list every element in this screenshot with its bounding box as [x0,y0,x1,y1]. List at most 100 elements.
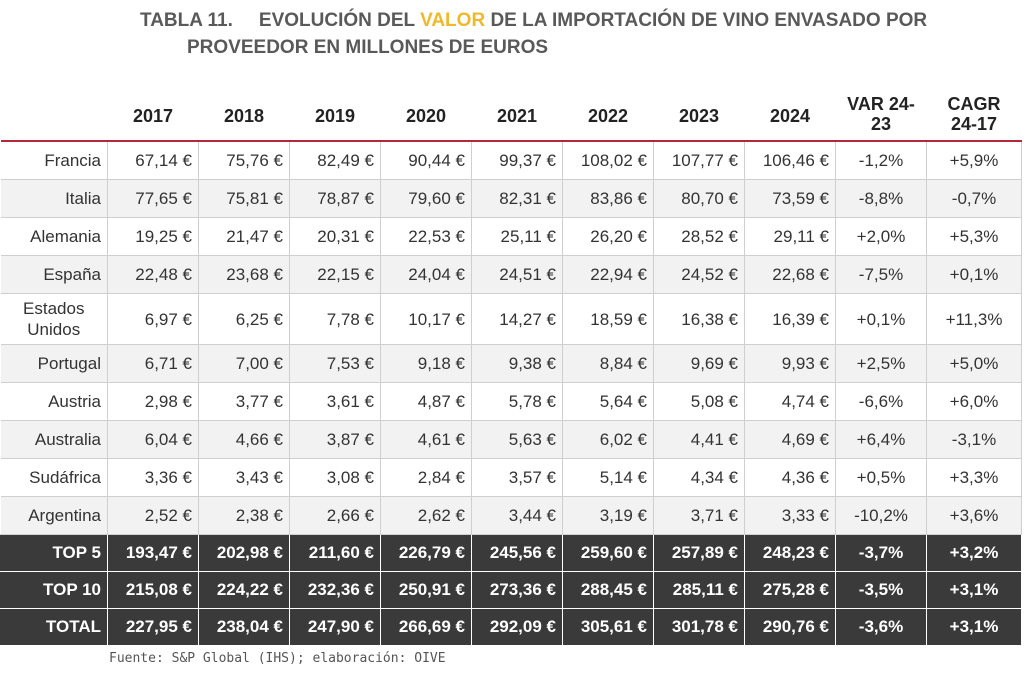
cagr-cell: +3,6% [926,496,1022,535]
table-row: Italia 77,65 €75,81 €78,87 €79,60 €82,31 … [0,179,1022,218]
total-row: TOTAL 227,95 €238,04 €247,90 €266,69 €292… [0,608,1022,646]
value-cell: 275,28 € [744,571,836,609]
header-cagr-line-1: CAGR [947,94,1001,114]
var-cell: -3,7% [835,534,927,572]
table-number-label: TABLA 11. [140,10,233,31]
row-label: Sudáfrica [0,458,108,497]
value-cell: 24,04 € [380,255,472,294]
value-cell: 248,23 € [744,534,836,572]
cagr-cell: +3,2% [926,534,1022,572]
title-text-after: DE LA IMPORTACIÓN DE VINO ENVASADO POR [485,10,928,31]
value-cell: 9,18 € [380,344,472,383]
value-cell: 7,78 € [289,293,381,345]
value-cell: 9,93 € [744,344,836,383]
value-cell: 82,31 € [471,179,563,218]
value-cell: 9,69 € [653,344,745,383]
value-cell: 80,70 € [653,179,745,218]
value-cell: 67,14 € [107,140,199,180]
header-cagr-line-2: 24-17 [950,114,998,134]
cagr-cell: +5,3% [926,217,1022,256]
value-cell: 25,11 € [471,217,563,256]
value-cell: 8,84 € [562,344,654,383]
value-cell: 77,65 € [107,179,199,218]
value-cell: 290,76 € [744,608,836,646]
header-var: VAR 24- 23 [835,70,927,142]
row-label: Alemania [0,217,108,256]
value-cell: 24,52 € [653,255,745,294]
value-cell: 99,37 € [471,140,563,180]
row-label: España [0,255,108,294]
value-cell: 83,86 € [562,179,654,218]
value-cell: 3,61 € [289,382,381,421]
header-empty [0,70,108,142]
value-cell: 24,51 € [471,255,563,294]
row-label: TOTAL [0,608,108,646]
value-cell: 7,00 € [198,344,290,383]
value-cell: 2,38 € [198,496,290,535]
value-cell: 4,69 € [744,420,836,459]
value-cell: 3,77 € [198,382,290,421]
value-cell: 6,97 € [107,293,199,345]
value-cell: 301,78 € [653,608,745,646]
value-cell: 292,09 € [471,608,563,646]
header-year: 2020 [380,70,472,142]
value-cell: 3,36 € [107,458,199,497]
value-cell: 21,47 € [198,217,290,256]
value-cell: 250,91 € [380,571,472,609]
value-cell: 78,87 € [289,179,381,218]
value-cell: 227,95 € [107,608,199,646]
value-cell: 224,22 € [198,571,290,609]
row-label: TOP 5 [0,534,108,572]
value-cell: 215,08 € [107,571,199,609]
value-cell: 232,36 € [289,571,381,609]
value-cell: 75,76 € [198,140,290,180]
value-cell: 107,77 € [653,140,745,180]
value-cell: 82,49 € [289,140,381,180]
value-cell: 90,44 € [380,140,472,180]
value-cell: 285,11 € [653,571,745,609]
value-cell: 3,57 € [471,458,563,497]
var-cell: +6,4% [835,420,927,459]
row-label: Portugal [0,344,108,383]
value-cell: 4,36 € [744,458,836,497]
row-label: Australia [0,420,108,459]
value-cell: 26,20 € [562,217,654,256]
header-year: 2017 [107,70,199,142]
cagr-cell: +3,1% [926,608,1022,646]
value-cell: 273,36 € [471,571,563,609]
var-cell: +2,5% [835,344,927,383]
value-cell: 259,60 € [562,534,654,572]
value-cell: 29,11 € [744,217,836,256]
value-cell: 22,94 € [562,255,654,294]
value-cell: 28,52 € [653,217,745,256]
value-cell: 4,87 € [380,382,472,421]
var-cell: -3,6% [835,608,927,646]
value-cell: 19,25 € [107,217,199,256]
value-cell: 238,04 € [198,608,290,646]
value-cell: 73,59 € [744,179,836,218]
table-body: Francia 67,14 €75,76 €82,49 €90,44 €99,37… [0,140,1022,646]
row-label: Francia [0,140,108,180]
header-var-line-1: VAR 24- [847,94,915,114]
value-cell: 3,33 € [744,496,836,535]
value-cell: 2,52 € [107,496,199,535]
header-row: 2017 2018 2019 2020 2021 2022 2023 2024 … [0,70,1022,142]
header-year: 2018 [198,70,290,142]
var-cell: -6,6% [835,382,927,421]
value-cell: 3,19 € [562,496,654,535]
value-cell: 3,87 € [289,420,381,459]
value-cell: 226,79 € [380,534,472,572]
table-row: Australia 6,04 €4,66 €3,87 €4,61 €5,63 €6… [0,420,1022,459]
value-cell: 108,02 € [562,140,654,180]
header-year: 2023 [653,70,745,142]
row-label: Estados Unidos [0,293,108,345]
cagr-cell: +0,1% [926,255,1022,294]
value-cell: 2,62 € [380,496,472,535]
value-cell: 5,64 € [562,382,654,421]
var-cell: -3,5% [835,571,927,609]
value-cell: 9,38 € [471,344,563,383]
var-cell: -10,2% [835,496,927,535]
header-cagr: CAGR 24-17 [926,70,1022,142]
value-cell: 5,14 € [562,458,654,497]
value-cell: 305,61 € [562,608,654,646]
